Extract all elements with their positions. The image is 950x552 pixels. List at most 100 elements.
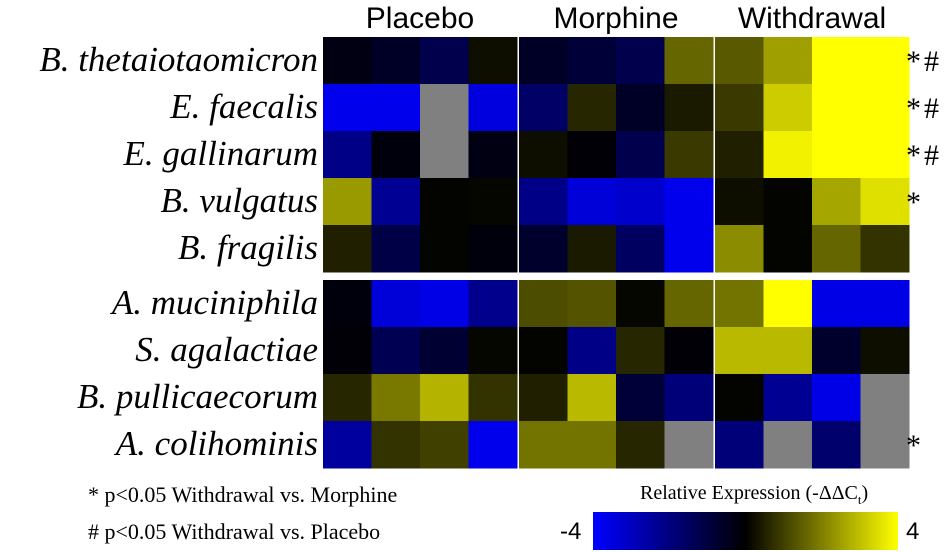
row-label: A. muciniphila: [110, 283, 318, 322]
condition-label-withdrawal: Withdrawal: [738, 2, 886, 35]
heatmap-cell: [468, 327, 518, 375]
heatmap-cell: [420, 280, 469, 328]
heatmap-cell: [567, 225, 617, 273]
heatmap-cell: [715, 131, 764, 179]
heatmap-cell: [664, 178, 714, 226]
heatmap-cell: [715, 280, 764, 328]
heatmap-cell: [664, 280, 714, 328]
heatmap-cell: [519, 131, 568, 179]
heatmap-cell: [519, 178, 568, 226]
heatmap-cell: [812, 225, 861, 273]
heatmap-cell: [715, 37, 764, 85]
significance-marker: *: [906, 186, 924, 219]
heatmap-cell: [664, 327, 714, 375]
heatmap-cell: [371, 421, 421, 469]
heatmap-cell: [763, 84, 813, 132]
significance-marker: *#: [906, 45, 942, 78]
heatmap-cell: [519, 421, 568, 469]
heatmap-cell: [616, 84, 665, 132]
colorbar-min-label: -4: [560, 518, 582, 545]
heatmap-cell: [323, 421, 372, 469]
heatmap-cell: [323, 327, 372, 375]
heatmap-cell: [664, 225, 714, 273]
heatmap-cell: [371, 280, 421, 328]
heatmap-cell: [519, 280, 568, 328]
heatmap-cell: [763, 374, 813, 422]
heatmap-cell: [371, 225, 421, 273]
heatmap-cell: [860, 225, 910, 273]
significance-marker: *: [906, 429, 924, 462]
heatmap-cell: [763, 327, 813, 375]
heatmap-cell: [420, 178, 469, 226]
heatmap-cell: [468, 421, 518, 469]
heatmap-cell: [860, 327, 910, 375]
colorbar-title-sub: t: [857, 492, 862, 507]
row-label: A. colihominis: [114, 424, 318, 463]
heatmap-cell: [323, 178, 372, 226]
row-label: E. gallinarum: [123, 134, 318, 173]
heatmap-cell: [567, 327, 617, 375]
colorbar-title-close: ): [861, 482, 869, 504]
heatmap-cell: [519, 84, 568, 132]
heatmap-cell: [468, 131, 518, 179]
heatmap-cell: [468, 280, 518, 328]
heatmap-cell: [715, 84, 764, 132]
heatmap-cell: [763, 178, 813, 226]
heatmap-cell: [860, 84, 910, 132]
heatmap-cell: [371, 374, 421, 422]
heatmap-cell: [664, 374, 714, 422]
heatmap-cell: [519, 327, 568, 375]
colorbar-title: Relative Expression (-ΔΔCt): [640, 482, 868, 508]
condition-label-placebo: Placebo: [366, 2, 474, 35]
colorbar-max-label: 4: [906, 518, 920, 545]
heatmap-cell: [468, 178, 518, 226]
heatmap-cell: [812, 327, 861, 375]
significance-marker: *#: [906, 139, 942, 172]
row-label: S. agalactiae: [135, 330, 318, 369]
heatmap-cell: [812, 374, 861, 422]
heatmap-cell: [664, 84, 714, 132]
heatmap-cell: [616, 131, 665, 179]
heatmap-cell: [567, 280, 617, 328]
colorbar-gradient: [593, 512, 898, 550]
condition-label-morphine: Morphine: [553, 2, 678, 35]
heatmap-cell: [664, 37, 714, 85]
heatmap-cell: [763, 421, 813, 469]
heatmap-cell: [763, 225, 813, 273]
heatmap-cell: [567, 37, 617, 85]
colorbar-title-text: Relative Expression (-ΔΔC: [640, 482, 858, 504]
heatmap-cell: [371, 37, 421, 85]
heatmap-cell: [323, 225, 372, 273]
heatmap-cell: [420, 131, 469, 179]
heatmap-cell: [860, 421, 910, 469]
heatmap-chart: Placebo Morphine Withdrawal B. thetaiotaomi…: [39, 2, 942, 469]
row-label: B. fragilis: [178, 228, 318, 267]
heatmap-cell: [664, 131, 714, 179]
row-label: E. faecalis: [169, 87, 318, 126]
heatmap-cell: [519, 374, 568, 422]
heatmap-cell: [616, 421, 665, 469]
heatmap-cell: [468, 225, 518, 273]
heatmap-cell: [812, 421, 861, 469]
heatmap-cell: [860, 178, 910, 226]
heatmap-cell: [715, 374, 764, 422]
row-label: B. vulgatus: [161, 181, 318, 220]
heatmap-cell: [664, 421, 714, 469]
heatmap-cell: [567, 131, 617, 179]
heatmap-cell: [860, 374, 910, 422]
footnote-star: * p<0.05 Withdrawal vs. Morphine: [88, 482, 398, 507]
heatmap-cell: [616, 374, 665, 422]
heatmap-cell: [371, 84, 421, 132]
heatmap-cell: [371, 178, 421, 226]
heatmap-cell: [323, 84, 372, 132]
heatmap-cell: [468, 84, 518, 132]
heatmap-cell: [420, 327, 469, 375]
heatmap-cell: [763, 37, 813, 85]
heatmap-cell: [323, 280, 372, 328]
heatmap-cell: [468, 374, 518, 422]
heatmap-cell: [616, 37, 665, 85]
row-label: B. thetaiotaomicron: [39, 40, 318, 79]
heatmap-cell: [420, 84, 469, 132]
heatmap-cell: [616, 327, 665, 375]
heatmap-cell: [567, 421, 617, 469]
